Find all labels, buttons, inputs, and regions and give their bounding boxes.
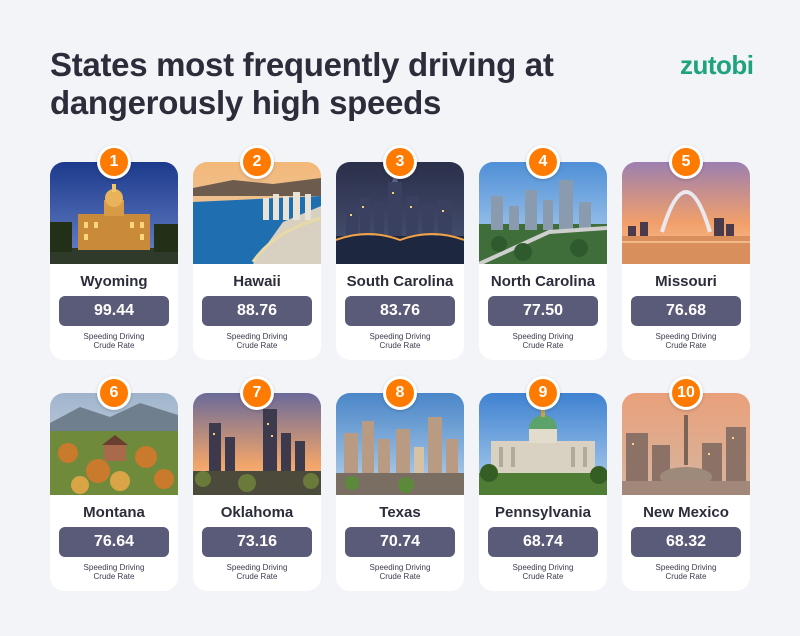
state-card-4: 4 North Carolina 77.50 Speeding Driving C… (479, 145, 607, 360)
oklahoma-city-photo (193, 393, 321, 495)
montana-town-photo (50, 393, 178, 495)
rate-value: 99.44 (59, 296, 169, 326)
state-name: Hawaii (233, 273, 281, 290)
rank-badge: 6 (97, 376, 131, 410)
page-title: States most frequently driving at danger… (50, 46, 554, 121)
rank-badge: 2 (240, 145, 274, 179)
state-name: Montana (83, 504, 145, 521)
rate-value: 77.50 (488, 296, 598, 326)
rank-badge: 10 (669, 376, 703, 410)
state-card-6: 6 Montana 76.64 Speeding Driving Crude Ra… (50, 376, 178, 591)
state-name: New Mexico (643, 504, 729, 521)
rank-badge: 9 (526, 376, 560, 410)
new-mexico-city-photo (622, 393, 750, 495)
state-card-3: 3 South Carolina 83.76 Speeding Driving C… (336, 145, 464, 360)
state-card-1: 1 Wyoming 99.44 Speeding Driving Crude Ra… (50, 145, 178, 360)
state-card-7: 7 Oklahoma 73.16 Speeding Driving Crude R… (193, 376, 321, 591)
state-name: South Carolina (346, 273, 454, 290)
rank-badge: 8 (383, 376, 417, 410)
rate-value: 68.74 (488, 527, 598, 557)
rank-badge: 5 (669, 145, 703, 179)
state-name: Missouri (655, 273, 717, 290)
rate-label: Speeding Driving Crude Rate (655, 563, 717, 581)
rate-value: 70.74 (345, 527, 455, 557)
state-name: Pennsylvania (495, 504, 591, 521)
rate-label: Speeding Driving Crude Rate (512, 563, 574, 581)
state-name: Texas (379, 504, 421, 521)
rank-badge: 4 (526, 145, 560, 179)
rate-value: 68.32 (631, 527, 741, 557)
zutobi-logo: zutobi (680, 50, 754, 80)
hawaii-coast-photo (193, 162, 321, 264)
rate-value: 88.76 (202, 296, 312, 326)
rate-label: Speeding Driving Crude Rate (369, 563, 431, 581)
south-carolina-city-photo (336, 162, 464, 264)
texas-city-photo (336, 393, 464, 495)
state-name: North Carolina (490, 273, 596, 290)
missouri-arch-photo (622, 162, 750, 264)
rank-badge: 1 (97, 145, 131, 179)
state-card-5: 5 Missouri 76.68 Speeding Driving Crude R… (622, 145, 750, 360)
rate-value: 73.16 (202, 527, 312, 557)
rate-label: Speeding Driving Crude Rate (369, 332, 431, 350)
wyoming-capitol-photo (50, 162, 178, 264)
pennsylvania-capitol-photo (479, 393, 607, 495)
state-card-8: 8 Texas 70.74 Speeding Driving Crude Rate (336, 376, 464, 591)
north-carolina-city-photo (479, 162, 607, 264)
rate-label: Speeding Driving Crude Rate (512, 332, 574, 350)
rank-badge: 3 (383, 145, 417, 179)
state-name: Oklahoma (220, 504, 294, 521)
state-card-2: 2 Hawaii 88.76 Speeding Driving Crude Rat… (193, 145, 321, 360)
rate-value: 76.64 (59, 527, 169, 557)
rate-label: Speeding Driving Crude Rate (226, 332, 288, 350)
rate-label: Speeding Driving Crude Rate (83, 332, 145, 350)
rate-label: Speeding Driving Crude Rate (226, 563, 288, 581)
rate-label: Speeding Driving Crude Rate (83, 563, 145, 581)
rank-badge: 7 (240, 376, 274, 410)
rate-value: 76.68 (631, 296, 741, 326)
rate-label: Speeding Driving Crude Rate (655, 332, 717, 350)
state-card-10: 10 New Mexico 68.32 Speeding Driving Crud… (622, 376, 750, 591)
state-card-9: 9 Pennsylvania 68.74 Speeding Driving Cru… (479, 376, 607, 591)
state-name: Wyoming (80, 273, 148, 290)
rate-value: 83.76 (345, 296, 455, 326)
